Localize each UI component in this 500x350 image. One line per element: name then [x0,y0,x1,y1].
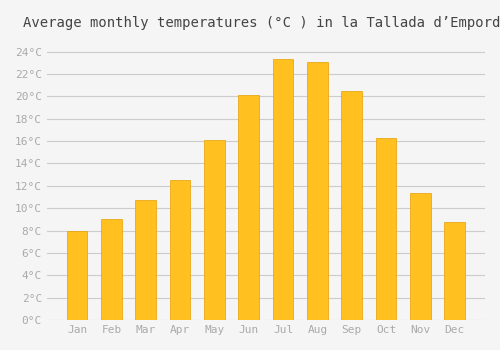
Bar [204,140,225,320]
Bar [170,180,190,320]
Bar [67,231,87,320]
Bar [342,91,362,320]
Bar [376,138,396,320]
Bar [136,201,156,320]
Bar [307,62,328,320]
Bar [273,60,293,320]
Bar [101,219,121,320]
Bar [444,222,465,320]
Title: Average monthly temperatures (°C ) in la Tallada d’Empordà: Average monthly temperatures (°C ) in la… [23,15,500,29]
Bar [238,95,259,320]
Bar [410,193,430,320]
